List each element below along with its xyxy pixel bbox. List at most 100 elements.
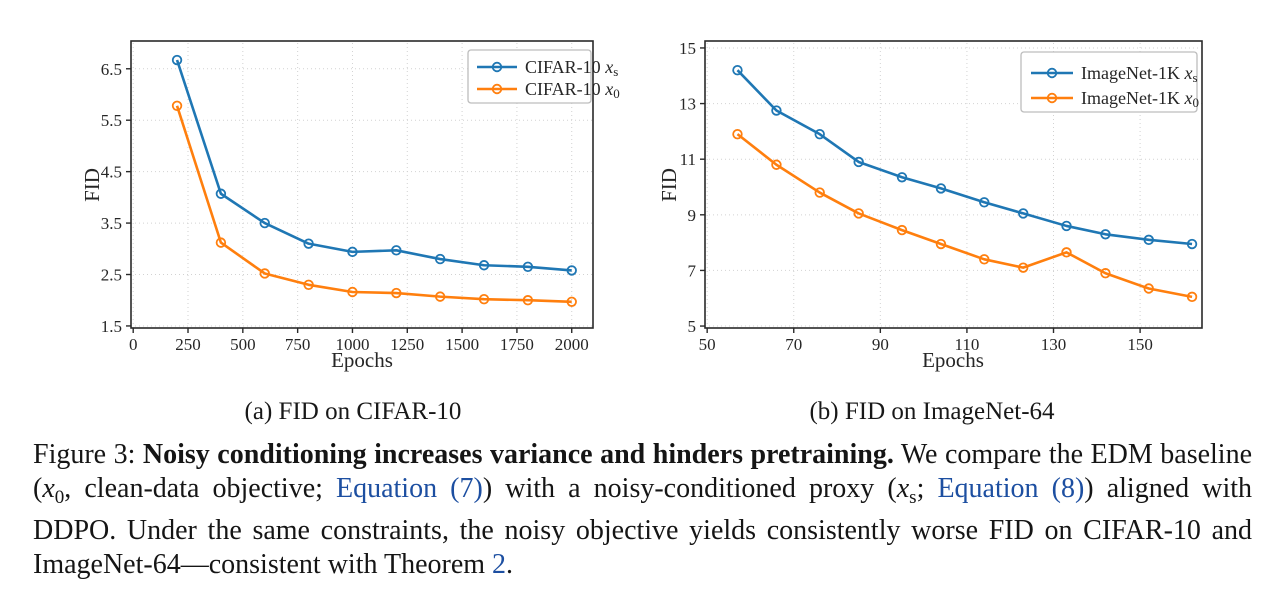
data-point-marker — [171, 100, 183, 112]
figure-caption: Figure 3: Noisy conditioning increases v… — [33, 438, 1252, 581]
subcaption-b: (b) FID on ImageNet-64 — [809, 398, 1055, 425]
data-point-marker — [1061, 247, 1072, 258]
data-point-marker — [1186, 238, 1198, 250]
data-point-marker — [935, 238, 947, 250]
x-tick-label: 1250 — [390, 335, 424, 354]
y-tick-label: 15 — [679, 39, 696, 58]
y-tick-label: 13 — [679, 95, 696, 114]
caption-text-normal: ) aligned with DDPO. Under the same cons… — [33, 472, 1253, 580]
data-point-marker — [1018, 262, 1029, 273]
data-point-marker — [171, 54, 183, 66]
data-point-marker — [566, 296, 577, 307]
x-tick-label: 130 — [1041, 335, 1067, 354]
caption-text-bold: Noisy conditioning increases variance an… — [142, 439, 894, 470]
data-point-marker — [979, 197, 990, 208]
data-point-marker — [434, 253, 446, 265]
data-point-marker — [771, 105, 782, 116]
x-tick-label: 1750 — [500, 335, 534, 354]
data-point-marker — [522, 261, 534, 272]
caption-text-mathvar: x — [42, 472, 55, 504]
data-point-marker — [215, 237, 227, 248]
x-tick-label: 110 — [954, 335, 979, 354]
x-tick-label: 50 — [699, 335, 716, 354]
data-point-marker — [896, 172, 908, 183]
data-point-marker — [771, 159, 782, 170]
y-axis-label: FID — [660, 168, 681, 202]
series-line-s — [175, 59, 572, 272]
data-point-marker — [935, 183, 947, 194]
x-tick-label: 750 — [285, 335, 311, 354]
data-point-marker — [478, 293, 490, 305]
legend-sample-marker — [491, 61, 503, 73]
data-point-marker — [1100, 229, 1111, 240]
data-point-marker — [303, 238, 314, 249]
equation-7-link[interactable]: Equation (7) — [336, 472, 483, 504]
data-point-marker — [979, 254, 990, 265]
x-tick-label: 70 — [785, 335, 802, 354]
data-point-marker — [259, 217, 270, 229]
data-point-marker — [1143, 234, 1154, 246]
series-line-0 — [736, 133, 1193, 299]
y-tick-label: 5.5 — [101, 111, 122, 130]
caption-text-normal: ; — [916, 472, 938, 504]
caption-text-normal: We compare the EDM baseline ( — [33, 439, 1252, 504]
x-tick-label: 0 — [129, 335, 138, 354]
legend-sample-marker — [1046, 92, 1058, 104]
x-tick-label: 250 — [175, 335, 201, 354]
x-tick-label: 150 — [1127, 335, 1153, 354]
data-point-marker — [303, 279, 314, 290]
series-line-s — [736, 69, 1193, 246]
y-tick-label: 5 — [688, 317, 697, 336]
x-tick-label: 500 — [230, 335, 256, 354]
legend-label: ImageNet-1K xs — [1081, 63, 1198, 85]
legend-label: CIFAR-10 xs — [525, 57, 618, 79]
data-point-marker — [732, 65, 743, 76]
y-tick-label: 6.5 — [101, 60, 122, 79]
data-point-marker — [1018, 208, 1029, 219]
plot-border — [704, 40, 1203, 329]
data-point-marker — [1100, 268, 1111, 279]
data-point-marker — [1061, 220, 1072, 232]
data-point-marker — [566, 265, 577, 276]
caption-text-normal: , clean-data objective; — [64, 472, 336, 504]
subcaption-a: (a) FID on CIFAR-10 — [244, 398, 462, 425]
data-point-marker — [853, 208, 864, 219]
data-point-marker — [347, 246, 358, 258]
equation-8-link[interactable]: Equation (8) — [937, 472, 1085, 504]
plot-border — [130, 40, 594, 329]
data-point-marker — [259, 268, 270, 279]
data-point-marker — [391, 245, 402, 256]
data-point-marker — [1186, 291, 1198, 303]
cifar10-fid-chart: 0 250 500 750 1000 1250 1500 1750 2000 1.5 2.5 3.5 4… — [80, 40, 620, 372]
data-point-marker — [1143, 283, 1154, 294]
x-tick-label: 1000 — [335, 335, 369, 354]
caption-text-normal: ) with a noisy-conditioned proxy ( — [482, 472, 897, 504]
caption-text-normal: . — [506, 548, 514, 580]
y-tick-label: 11 — [680, 150, 696, 169]
data-point-marker — [347, 286, 358, 298]
data-point-marker — [434, 291, 446, 302]
x-tick-label: 2000 — [555, 335, 589, 354]
x-tick-label: 90 — [872, 335, 889, 354]
data-point-marker — [391, 287, 402, 299]
x-axis-label: Epochs — [922, 348, 984, 372]
data-point-marker — [853, 156, 864, 168]
legend-label: ImageNet-1K x0 — [1081, 88, 1199, 110]
data-point-marker — [478, 260, 490, 271]
x-tick-label: 1500 — [445, 335, 479, 354]
series-line-0 — [175, 105, 572, 304]
data-point-marker — [732, 128, 743, 140]
data-point-marker — [896, 224, 908, 236]
legend-sample-marker — [491, 83, 503, 95]
data-point-marker — [522, 295, 534, 306]
y-tick-label: 2.5 — [101, 266, 122, 285]
y-tick-label: 1.5 — [101, 317, 122, 336]
caption-text-normal: Figure 3: — [33, 439, 143, 470]
x-axis-label: Epochs — [331, 348, 393, 372]
legend-sample-marker — [1046, 67, 1058, 79]
caption-text-mathsub: s — [909, 486, 917, 508]
theorem-2-link[interactable]: 2 — [492, 548, 507, 580]
y-tick-label: 9 — [688, 206, 697, 225]
y-axis-label: FID — [80, 168, 104, 202]
